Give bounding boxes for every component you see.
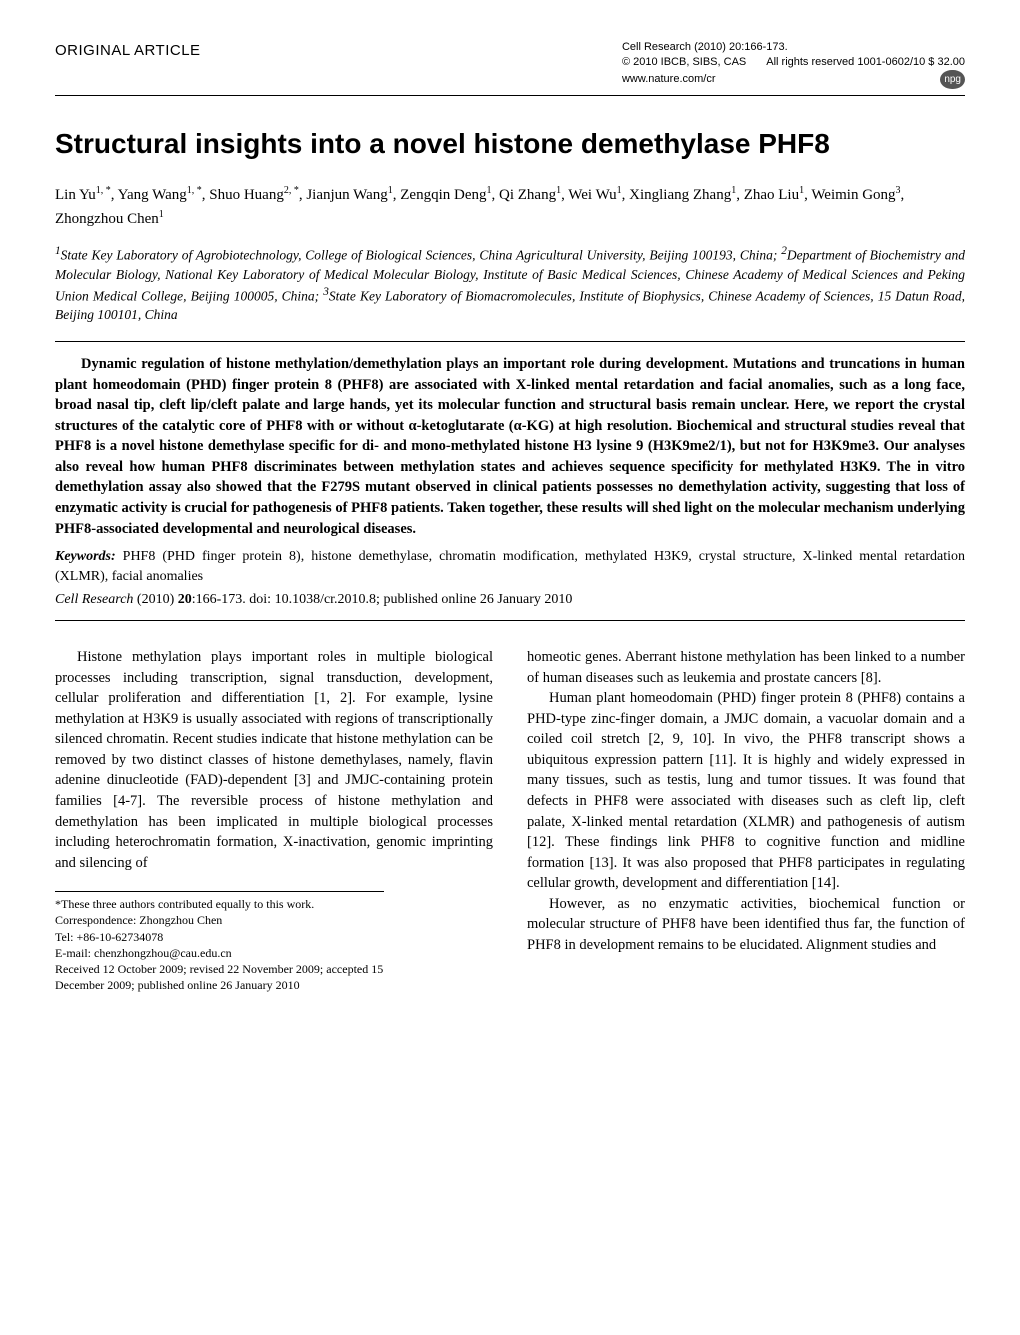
footnote-email: E-mail: chenzhongzhou@cau.edu.cn: [55, 945, 384, 961]
author-list: Lin Yu1, *, Yang Wang1, *, Shuo Huang2, …: [55, 183, 965, 230]
rights-text: All rights reserved 1001-0602/10 $ 32.00: [766, 55, 965, 70]
journal-meta: Cell Research (2010) 20:166-173. © 2010 …: [622, 40, 965, 89]
journal-url: www.nature.com/cr: [622, 72, 716, 87]
page-header: ORIGINAL ARTICLE Cell Research (2010) 20…: [55, 40, 965, 96]
article-type: ORIGINAL ARTICLE: [55, 40, 201, 61]
affiliations: 1State Key Laboratory of Agrobiotechnolo…: [55, 244, 965, 325]
citation-volume: 20: [178, 592, 192, 607]
citation-rest: :166-173. doi: 10.1038/cr.2010.8; publis…: [192, 592, 573, 607]
abstract-block: Dynamic regulation of histone methylatio…: [55, 341, 965, 621]
footnote-dates: Received 12 October 2009; revised 22 Nov…: [55, 961, 384, 993]
body-paragraph: However, as no enzymatic activities, bio…: [527, 894, 965, 956]
citation-year: (2010): [133, 592, 177, 607]
body-columns: Histone methylation plays important role…: [55, 647, 965, 993]
citation-journal: Cell Research: [55, 592, 133, 607]
npg-badge: npg: [940, 70, 965, 90]
abstract-text: Dynamic regulation of histone methylatio…: [55, 354, 965, 539]
journal-citation-line: Cell Research (2010) 20:166-173.: [622, 40, 965, 55]
right-column: homeotic genes. Aberrant histone methyla…: [527, 647, 965, 993]
body-paragraph: Human plant homeodomain (PHD) finger pro…: [527, 688, 965, 894]
body-paragraph: homeotic genes. Aberrant histone methyla…: [527, 647, 965, 688]
keywords-label: Keywords:: [55, 549, 116, 564]
keywords-line: Keywords: PHF8 (PHD finger protein 8), h…: [55, 547, 965, 586]
footnote-correspondence: Correspondence: Zhongzhou Chen: [55, 912, 384, 928]
footnote-tel: Tel: +86-10-62734078: [55, 929, 384, 945]
keywords-text: PHF8 (PHD finger protein 8), histone dem…: [55, 549, 965, 584]
body-paragraph: Histone methylation plays important role…: [55, 647, 493, 873]
citation-line: Cell Research (2010) 20:166-173. doi: 10…: [55, 590, 965, 610]
left-column: Histone methylation plays important role…: [55, 647, 493, 993]
footnotes: *These three authors contributed equally…: [55, 891, 384, 993]
copyright-text: © 2010 IBCB, SIBS, CAS: [622, 55, 746, 70]
footnote-equal: *These three authors contributed equally…: [55, 896, 384, 912]
article-title: Structural insights into a novel histone…: [55, 124, 965, 163]
